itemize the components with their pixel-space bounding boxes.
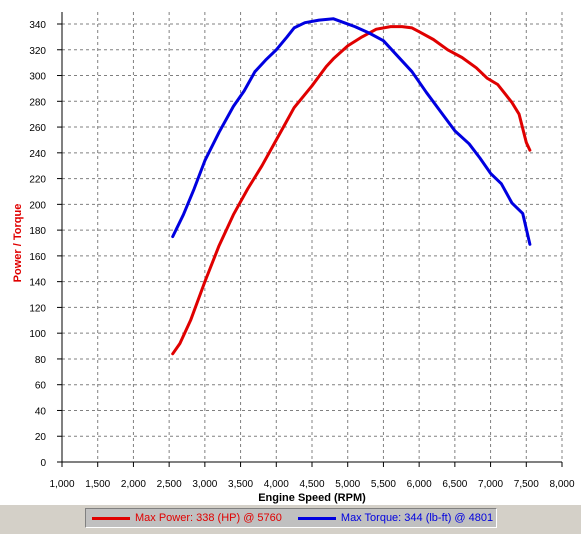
y-tick-label: 280 (29, 97, 46, 108)
x-tick-label: 7,000 (478, 479, 503, 490)
y-tick-label: 120 (29, 303, 46, 314)
y-tick-label: 300 (29, 72, 46, 83)
x-tick-label: 6,500 (442, 479, 467, 490)
y-tick-label: 220 (29, 175, 46, 186)
legend-entry-power: Max Power: 338 (HP) @ 5760 (86, 512, 282, 524)
axes (57, 12, 563, 467)
y-tick-label: 160 (29, 252, 46, 263)
legend-label-power: Max Power: 338 (HP) @ 5760 (135, 512, 282, 524)
x-tick-label: 2,500 (157, 479, 182, 490)
x-tick-label: 8,000 (549, 479, 574, 490)
y-tick-label: 0 (40, 458, 46, 469)
y-tick-label: 340 (29, 20, 46, 31)
x-tick-label: 3,000 (192, 479, 217, 490)
y-tick-label: 200 (29, 200, 46, 211)
x-tick-label: 7,500 (514, 479, 539, 490)
legend-swatch-torque (297, 516, 336, 520)
legend-entry-torque: Max Torque: 344 (lb-ft) @ 4801 (292, 512, 493, 524)
x-tick-labels: 1,000 1,500 2,000 2,500 3,000 3,500 4,000 4,500… (49, 479, 574, 490)
y-tick-label: 320 (29, 46, 46, 57)
x-tick-label: 2,000 (121, 479, 146, 490)
legend: Max Power: 338 (HP) @ 5760 Max Torque: 3… (85, 508, 497, 528)
y-tick-label: 140 (29, 278, 46, 289)
legend-swatch-power (92, 516, 130, 520)
x-tick-label: 5,000 (335, 479, 360, 490)
chart-area (0, 0, 581, 505)
y-tick-labels: 0 20 40 60 80 100 120 140 160 180 200 220 240 260 280 3… (29, 20, 46, 469)
x-axis-title: Engine Speed (RPM) (258, 492, 366, 504)
y-tick-label: 60 (35, 381, 47, 392)
x-tick-label: 4,000 (264, 479, 289, 490)
y-tick-label: 100 (29, 329, 46, 340)
y-tick-label: 40 (35, 406, 47, 417)
x-tick-label: 5,500 (371, 479, 396, 490)
y-tick-label: 180 (29, 226, 46, 237)
y-tick-label: 260 (29, 123, 46, 134)
x-tick-label: 1,500 (85, 479, 110, 490)
y-tick-label: 20 (35, 432, 47, 443)
torque-series-line (171, 17, 532, 246)
y-tick-label: 80 (35, 355, 47, 366)
x-tick-label: 3,500 (228, 479, 253, 490)
y-axis-title: Power / Torque (12, 204, 24, 283)
legend-label-torque: Max Torque: 344 (lb-ft) @ 4801 (340, 512, 494, 524)
grid-lines (61, 12, 563, 463)
y-tick-label: 240 (29, 149, 46, 160)
x-tick-label: 1,000 (49, 479, 74, 490)
x-tick-label: 4,500 (299, 479, 324, 490)
series-lines (171, 17, 532, 356)
x-tick-label: 6,000 (407, 479, 432, 490)
